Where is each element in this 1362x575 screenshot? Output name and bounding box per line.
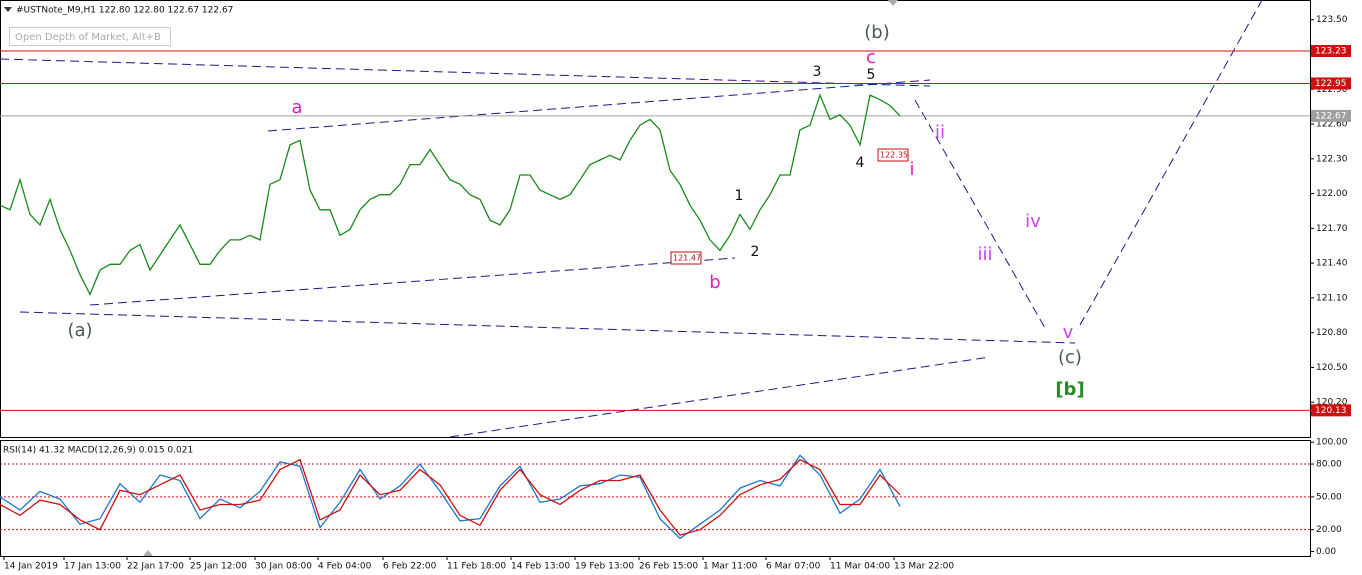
wave-label: [b]	[1055, 379, 1084, 400]
projection-line	[1079, 0, 1263, 326]
y-tick-label: 123.50	[1316, 15, 1348, 25]
wave-label: iii	[977, 244, 992, 265]
y-tick-label: 120.50	[1316, 363, 1348, 373]
price-line	[0, 454, 901, 540]
x-tick-label: 13 Mar 22:00	[894, 562, 954, 572]
x-tick-label: 17 Jan 13:00	[64, 562, 121, 572]
wave-label: a	[291, 97, 302, 118]
level-label: 122.67	[1315, 111, 1347, 121]
wave-label: iv	[1025, 211, 1041, 232]
y-tick-label: 121.10	[1316, 293, 1348, 303]
level-label-box	[1311, 109, 1351, 122]
chart-title: #USTNote_M9,H1 122.80 122.80 122.67 122.…	[16, 6, 233, 16]
x-tick-label: 11 Feb 18:00	[447, 562, 506, 572]
trend-line	[89, 257, 736, 306]
wave-label: 3	[813, 64, 822, 80]
x-tick-label: 6 Mar 07:00	[766, 562, 821, 572]
level-label: 122.95	[1315, 79, 1347, 89]
y-tick-label: 122.90	[1316, 85, 1348, 95]
y-tick-label: 122.30	[1316, 154, 1348, 164]
wave-label: (b)	[864, 22, 889, 43]
trend-lines	[0, 0, 1263, 438]
wave-label: i	[909, 159, 914, 180]
x-tick-label: 25 Jan 12:00	[190, 562, 247, 572]
y-tick-label: 122.60	[1316, 120, 1348, 130]
indicator-title: RSI(14) 41.32 MACD(12,26,9) 0.015 0.021	[3, 446, 193, 456]
level-label-box	[1311, 45, 1351, 58]
y-tick-label: 121.40	[1316, 259, 1348, 269]
y-tick-label: 0.00	[1316, 547, 1336, 557]
indicator-frame	[0, 440, 1311, 557]
shift-marker	[143, 550, 153, 556]
y-tick-label: 121.70	[1316, 224, 1348, 234]
y-tick-label: 120.20	[1316, 398, 1348, 408]
x-tick-label: 22 Jan 17:00	[127, 562, 184, 572]
x-tick-label: 19 Feb 13:00	[575, 562, 634, 572]
x-tick-label: 6 Feb 22:00	[383, 562, 437, 572]
trend-line	[449, 356, 991, 438]
y-tick-label: 20.00	[1316, 525, 1342, 535]
wave-label: 4	[856, 155, 865, 171]
x-tick-label: 14 Feb 13:00	[511, 562, 570, 572]
level-label: 123.23	[1315, 47, 1347, 57]
x-tick-label: 30 Jan 08:00	[255, 562, 312, 572]
price-label: 121.47	[673, 254, 701, 263]
y-tick-label: 122.00	[1316, 189, 1348, 199]
wave-label: c	[866, 47, 876, 68]
level-label: 120.13	[1315, 406, 1347, 416]
tooltip-box	[9, 27, 171, 46]
wave-label: b	[709, 272, 720, 293]
tooltip: Open Depth of Market, Alt+B	[15, 32, 161, 43]
trend-line	[19, 311, 1076, 344]
level-label-box	[1311, 404, 1351, 417]
y-tick-label: 50.00	[1316, 492, 1342, 502]
level-label-box	[1311, 77, 1351, 90]
wave-label: (a)	[67, 320, 92, 341]
wave-label: 1	[735, 188, 744, 204]
price-label-box	[670, 251, 702, 265]
main-frame	[0, 0, 1311, 438]
wave-label: v	[1063, 322, 1074, 343]
wave-label: 5	[867, 67, 876, 83]
price-line	[0, 93, 901, 296]
price-line	[0, 458, 901, 536]
projection-line	[914, 99, 1046, 329]
wave-label: ii	[935, 122, 945, 143]
wave-label: (c)	[1058, 347, 1082, 368]
x-tick-label: 4 Feb 04:00	[318, 562, 372, 572]
menu-icon	[4, 7, 12, 12]
trend-line	[0, 58, 931, 87]
y-tick-label: 120.80	[1316, 328, 1348, 338]
y-tick-label: 100.00	[1316, 438, 1348, 448]
x-tick-label: 1 Mar 11:00	[703, 562, 758, 572]
shift-marker	[888, 0, 898, 6]
trend-line	[267, 79, 931, 132]
x-tick-label: 26 Feb 15:00	[639, 562, 698, 572]
price-label-box	[877, 148, 909, 162]
wave-label: 2	[751, 244, 760, 260]
x-tick-label: 14 Jan 2019	[4, 562, 58, 572]
x-tick-label: 11 Mar 04:00	[830, 562, 890, 572]
y-tick-label: 80.00	[1316, 460, 1342, 470]
price-label: 122.35	[880, 151, 908, 160]
